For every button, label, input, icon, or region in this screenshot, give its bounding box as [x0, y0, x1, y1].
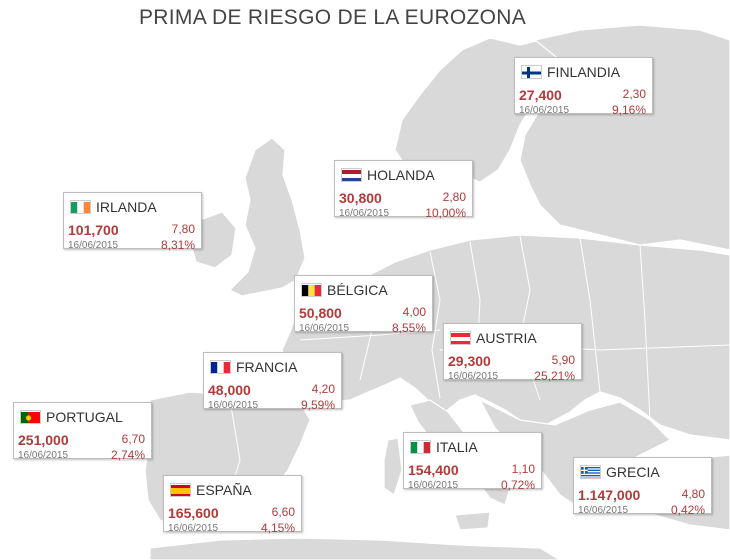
risk-premium-percent: 0,42%	[670, 503, 705, 517]
risk-premium-change: 6,60	[271, 505, 295, 519]
country-name: HOLANDA	[367, 167, 435, 183]
risk-premium-change: 6,70	[121, 432, 145, 446]
country-name: GRECIA	[606, 464, 660, 480]
risk-premium-percent: 25,21%	[534, 369, 575, 383]
country-card-holanda[interactable]: HOLANDA 30,800 2,80 16/06/2015 10,00%	[334, 160, 473, 220]
country-card-grecia[interactable]: GRECIA 1.147,000 4,80 16/06/2015 0,42%	[573, 457, 712, 517]
quote-date: 16/06/2015	[519, 105, 570, 116]
risk-premium-percent: 9,16%	[611, 103, 646, 117]
quote-date: 16/06/2015	[168, 523, 219, 534]
great-britain-landmass	[229, 137, 306, 297]
country-card-finlandia[interactable]: FINLANDIA 27,400 2,30 16/06/2015 9,16%	[514, 57, 653, 117]
quote-date: 16/06/2015	[208, 400, 259, 411]
country-card-belgica[interactable]: BÉLGICA 50,800 4,00 16/06/2015 8,55%	[294, 275, 433, 335]
risk-premium-percent: 0,72%	[500, 478, 535, 492]
sicily-landmass	[454, 511, 491, 531]
risk-premium-change: 7,80	[171, 222, 195, 236]
quote-date: 16/06/2015	[299, 323, 350, 334]
italy-flag-icon	[410, 440, 431, 454]
country-card-francia[interactable]: FRANCIA 48,000 4,20 16/06/2015 9,59%	[203, 352, 342, 412]
country-name: FINLANDIA	[547, 64, 621, 80]
risk-premium-change: 5,90	[551, 353, 575, 367]
risk-premium-change: 4,80	[681, 487, 705, 501]
greece-flag-icon	[580, 465, 601, 479]
country-name: FRANCIA	[236, 359, 298, 375]
risk-premium-value: 30,800	[339, 190, 382, 206]
quote-date: 16/06/2015	[68, 240, 119, 251]
risk-premium-value: 50,800	[299, 305, 342, 321]
portugal-flag-icon	[20, 410, 41, 424]
country-card-portugal[interactable]: PORTUGAL 251,000 6,70 16/06/2015 2,74%	[13, 402, 152, 462]
quote-date: 16/06/2015	[408, 480, 459, 491]
country-name: AUSTRIA	[476, 330, 537, 346]
france-flag-icon	[210, 360, 231, 374]
spain-flag-icon	[170, 483, 191, 497]
risk-premium-change: 1,10	[511, 462, 535, 476]
austria-flag-icon	[450, 331, 471, 345]
risk-premium-percent: 8,55%	[391, 321, 426, 335]
risk-premium-value: 251,000	[18, 432, 69, 448]
ireland-flag-icon	[70, 200, 91, 214]
country-name: ITALIA	[436, 439, 478, 455]
risk-premium-percent: 8,31%	[160, 238, 195, 252]
risk-premium-value: 154,400	[408, 462, 459, 478]
country-card-austria[interactable]: AUSTRIA 29,300 5,90 16/06/2015 25,21%	[443, 323, 582, 383]
risk-premium-change: 4,00	[402, 305, 426, 319]
risk-premium-percent: 2,74%	[110, 448, 145, 462]
country-name: BÉLGICA	[327, 282, 388, 298]
risk-premium-value: 27,400	[519, 87, 562, 103]
country-name: PORTUGAL	[46, 409, 123, 425]
page-title: PRIMA DE RIESGO DE LA EUROZONA	[139, 6, 527, 29]
finland-flag-icon	[521, 65, 542, 79]
risk-premium-change: 2,30	[622, 87, 646, 101]
country-card-espana[interactable]: ESPAÑA 165,600 6,60 16/06/2015 4,15%	[163, 475, 302, 535]
risk-premium-percent: 4,15%	[260, 521, 295, 535]
risk-premium-percent: 10,00%	[425, 206, 466, 220]
quote-date: 16/06/2015	[339, 208, 390, 219]
risk-premium-value: 29,300	[448, 353, 491, 369]
risk-premium-change: 4,20	[311, 382, 335, 396]
belgium-flag-icon	[301, 283, 322, 297]
quote-date: 16/06/2015	[18, 450, 69, 461]
country-card-irlanda[interactable]: IRLANDA 101,700 7,80 16/06/2015 8,31%	[63, 192, 202, 252]
risk-premium-value: 101,700	[68, 222, 119, 238]
risk-premium-change: 2,80	[442, 190, 466, 204]
risk-premium-percent: 9,59%	[300, 398, 335, 412]
quote-date: 16/06/2015	[448, 371, 499, 382]
country-name: IRLANDA	[96, 199, 157, 215]
netherlands-flag-icon	[341, 168, 362, 182]
risk-premium-value: 1.147,000	[578, 487, 641, 503]
risk-premium-value: 165,600	[168, 505, 219, 521]
country-name: ESPAÑA	[196, 482, 252, 498]
country-card-italia[interactable]: ITALIA 154,400 1,10 16/06/2015 0,72%	[403, 432, 542, 492]
risk-premium-value: 48,000	[208, 382, 251, 398]
sardinia-landmass	[383, 437, 403, 496]
quote-date: 16/06/2015	[578, 505, 629, 516]
north-africa-landmass	[149, 537, 561, 560]
